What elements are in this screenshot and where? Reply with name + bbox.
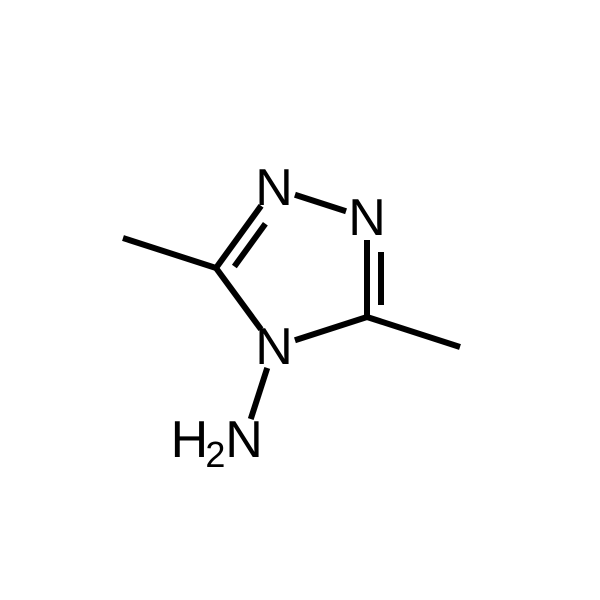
bonds-layer (123, 195, 460, 419)
atom-labels-layer: NNNN2H (171, 159, 386, 475)
bond-line (295, 317, 367, 340)
bond-line (367, 317, 460, 347)
bond-line (234, 224, 265, 267)
chemical-structure-diagram: NNNN2H (0, 0, 600, 600)
atom-label: 2 (205, 434, 225, 475)
bond-line (216, 268, 261, 329)
atom-label: N (348, 189, 386, 247)
atom-label: N (255, 318, 293, 376)
bond-line (295, 195, 346, 211)
atom-label: N (225, 411, 263, 469)
bond-line (123, 238, 216, 268)
atom-label: N (255, 159, 293, 217)
atom-label: H (171, 411, 209, 469)
